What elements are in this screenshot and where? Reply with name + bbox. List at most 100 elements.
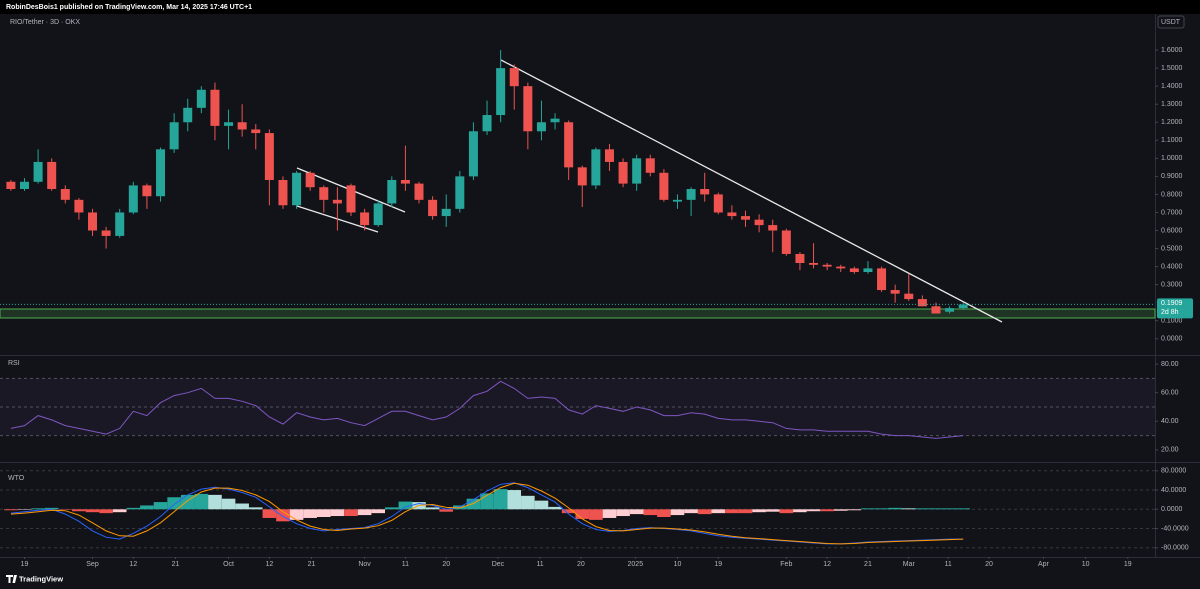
- candle-body: [904, 293, 914, 300]
- histogram-bar: [548, 506, 562, 510]
- candle-body: [645, 158, 655, 173]
- histogram-bar: [99, 509, 113, 514]
- histogram-bar: [248, 507, 263, 510]
- x-tick-label: Apr: [1038, 561, 1050, 568]
- candle-body: [849, 268, 859, 273]
- y-tick-label: 0.4000: [1161, 263, 1183, 270]
- histogram-bar: [262, 509, 277, 518]
- candle-body: [19, 181, 29, 190]
- x-tick-label: 11: [402, 561, 409, 568]
- candle-body: [877, 268, 887, 291]
- candle-body: [387, 179, 397, 204]
- histogram-bar: [575, 509, 590, 519]
- candle-body: [577, 167, 587, 186]
- candle-body: [210, 89, 220, 126]
- histogram-bar: [31, 508, 45, 510]
- candle-body: [319, 187, 329, 200]
- histogram-bar: [942, 508, 957, 510]
- y-tick-label: 0.0000: [1161, 336, 1183, 343]
- y-tick-label: 1.4000: [1161, 83, 1183, 90]
- candle-body: [373, 203, 383, 226]
- x-tick-label: Dec: [492, 561, 505, 568]
- last-price-label: 0.1909: [1161, 300, 1183, 307]
- x-tick-label: 19: [714, 561, 722, 568]
- y-tick-label: 80.00: [1161, 361, 1179, 368]
- candle-body: [414, 183, 424, 200]
- oscillator-line: [10, 482, 964, 545]
- y-tick-label: 40.0000: [1161, 487, 1186, 494]
- x-tick-label: 10: [674, 561, 682, 568]
- x-tick-label: 20: [442, 561, 450, 568]
- candle-body: [727, 212, 737, 217]
- candle-body: [672, 199, 682, 202]
- histogram-bar: [874, 508, 889, 510]
- histogram-bar: [194, 493, 209, 510]
- candle-body: [482, 115, 492, 132]
- candle-body: [455, 176, 465, 209]
- candle-body: [264, 133, 274, 180]
- histogram-bar: [208, 494, 222, 510]
- histogram-bar: [956, 508, 970, 510]
- candle-body: [754, 219, 764, 226]
- histogram-bar: [534, 500, 549, 510]
- candle-body: [196, 89, 206, 108]
- candle-body: [700, 189, 710, 195]
- x-tick-label: 20: [577, 561, 585, 568]
- rsi-line: [10, 380, 964, 439]
- candle-body: [346, 185, 356, 213]
- candle-body: [88, 212, 98, 231]
- x-tick-label: 21: [172, 561, 180, 568]
- candle-body: [400, 179, 410, 184]
- x-tick-label: 11: [536, 561, 543, 568]
- x-tick-label: 12: [129, 561, 137, 568]
- candle-body: [618, 161, 628, 184]
- histogram-bar: [888, 507, 902, 510]
- histogram-bar: [44, 507, 59, 510]
- candle-body: [536, 122, 546, 132]
- currency-box: [1157, 15, 1185, 29]
- candle-body: [115, 212, 125, 236]
- candle-body: [781, 230, 791, 254]
- candle-body: [441, 208, 451, 217]
- y-tick-label: 1.3000: [1161, 101, 1183, 108]
- y-tick-label: 0.5000: [1161, 245, 1183, 252]
- histogram-bar: [521, 495, 535, 510]
- histogram-bar: [167, 497, 181, 510]
- header: RobinDesBois1 published on TradingView.c…: [6, 4, 252, 11]
- histogram-bar: [833, 509, 848, 511]
- histogram-bar: [221, 498, 236, 510]
- x-tick-label: 2025: [628, 561, 644, 568]
- x-tick-label: Oct: [223, 561, 234, 568]
- y-tick-label: 1.0000: [1161, 155, 1183, 162]
- histogram-bar: [72, 509, 86, 512]
- histogram-bar: [357, 509, 372, 516]
- histogram-bar: [330, 509, 345, 517]
- histogram-bar: [4, 509, 18, 511]
- candle-body: [958, 304, 968, 309]
- histogram-bar: [616, 509, 630, 517]
- histogram-bar: [697, 509, 712, 515]
- histogram-bar: [140, 505, 154, 510]
- histogram-bar: [439, 509, 454, 512]
- histogram-bar: [371, 509, 385, 514]
- countdown: 2d 8h: [1161, 309, 1179, 316]
- histogram-bar: [344, 509, 358, 517]
- y-tick-label: 0.7000: [1161, 209, 1183, 216]
- candle-body: [183, 107, 193, 123]
- histogram-bar: [561, 509, 576, 514]
- histogram-bar: [915, 508, 930, 510]
- histogram-bar: [493, 489, 508, 510]
- candle-body: [156, 149, 166, 197]
- candle-body: [237, 122, 247, 130]
- candle-body: [741, 216, 751, 220]
- candle-body: [169, 122, 179, 150]
- support-zone: [0, 308, 1156, 319]
- candle-body: [47, 161, 57, 190]
- candle-body: [768, 225, 778, 231]
- candle-body: [822, 264, 832, 267]
- histogram-bar: [670, 509, 685, 516]
- symbol-title: RIO/Tether · 3D · OKX: [10, 19, 80, 26]
- histogram-bar: [765, 509, 780, 512]
- last-price-box: [1157, 298, 1193, 319]
